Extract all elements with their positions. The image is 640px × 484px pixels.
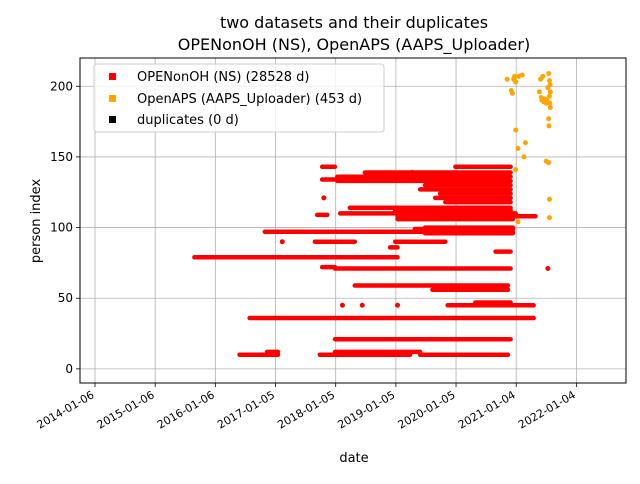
data-point [547, 78, 553, 84]
data-point [547, 89, 553, 95]
y-axis-ticks: 0 50 100 150 200 [50, 79, 80, 376]
legend-marker-duplicates [109, 116, 116, 123]
data-point [359, 302, 365, 308]
data-point [546, 123, 552, 129]
legend-box [93, 63, 385, 133]
data-point [547, 104, 553, 110]
data-point [519, 72, 525, 78]
y-tick-label: 100 [50, 221, 73, 235]
data-point [521, 154, 527, 160]
legend: OPENonOH (NS) (28528 d) OpenAPS (AAPS_Up… [93, 63, 385, 133]
data-point [545, 266, 551, 272]
data-point [515, 145, 521, 151]
data-point [279, 239, 285, 245]
data-point [321, 195, 327, 201]
data-point [522, 140, 528, 146]
data-point [513, 79, 519, 85]
legend-label-ns: OPENonOH (NS) (28528 d) [137, 70, 309, 85]
data-point [536, 89, 542, 95]
legend-label-aaps: OpenAPS (AAPS_Uploader) (453 d) [137, 92, 362, 107]
y-tick-label: 50 [58, 291, 73, 305]
chart-title-line-2: OPENonOH (NS), OpenAPS (AAPS_Uploader) [178, 35, 530, 55]
data-point [547, 196, 553, 202]
y-tick-label: 150 [50, 150, 73, 164]
y-axis-label: person index [29, 179, 44, 264]
data-point [339, 302, 345, 308]
data-point [513, 167, 519, 173]
legend-marker-ns [109, 73, 116, 80]
data-point [509, 90, 515, 96]
data-point [504, 76, 510, 82]
series-1 [504, 71, 553, 225]
data-layer [192, 71, 553, 357]
legend-label-duplicates: duplicates (0 d) [137, 113, 239, 128]
plot-frame [79, 57, 627, 384]
data-point [515, 219, 521, 225]
chart-title-line-1: two datasets and their duplicates [220, 13, 488, 32]
data-point [512, 73, 518, 79]
data-point [547, 100, 553, 106]
data-point [395, 302, 401, 308]
data-point [546, 160, 552, 166]
y-tick-label: 200 [50, 79, 73, 93]
y-tick-label: 0 [65, 362, 73, 376]
legend-marker-aaps [109, 95, 116, 102]
series-0 [192, 164, 551, 357]
data-point [547, 215, 553, 221]
data-point [546, 116, 552, 122]
data-point [513, 127, 519, 133]
data-point [547, 93, 553, 99]
data-point [546, 71, 552, 77]
x-axis-label: date [339, 451, 368, 466]
data-point [540, 73, 546, 79]
data-point [409, 169, 415, 175]
data-point [547, 82, 553, 88]
data-point [440, 172, 446, 178]
